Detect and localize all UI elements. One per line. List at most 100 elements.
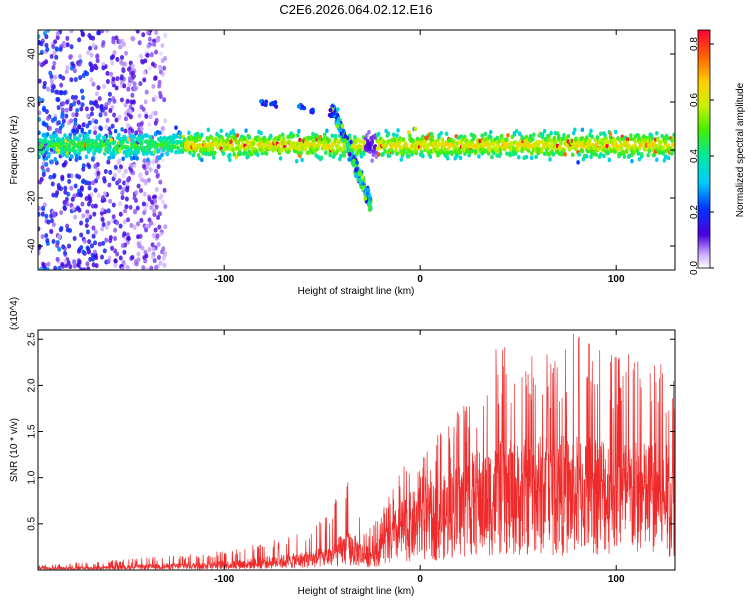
spectrogram-cell (376, 131, 381, 137)
spectrogram-cell (498, 151, 503, 157)
spectrogram-cell (113, 172, 118, 178)
spectrogram-cell (134, 261, 139, 267)
spectrogram-cell (91, 156, 95, 161)
spectrogram-cell (154, 204, 159, 210)
spectrogram-cell (86, 139, 91, 144)
spectrogram-cell (110, 60, 115, 66)
spectrogram-cell (59, 82, 64, 88)
spectrogram-cell (142, 191, 147, 197)
spectrogram-cell (602, 153, 606, 159)
spectrogram-cell (349, 139, 353, 145)
spectrogram-cell (453, 155, 457, 161)
spectrogram-cell (229, 139, 233, 145)
spectrogram-cell (102, 83, 107, 89)
spectrogram-cell (38, 61, 41, 67)
spectrogram-cell (264, 151, 269, 156)
spectrogram-cell (426, 146, 430, 152)
spectrogram-cell (57, 120, 62, 126)
spectrogram-cell (128, 204, 133, 210)
spectrogram-cell (489, 135, 493, 140)
spectrogram-cell (132, 134, 136, 140)
spectrogram-cell (221, 151, 226, 156)
spectrogram-cell (154, 94, 159, 100)
spectrogram-cell (532, 132, 536, 138)
y-tick-label: -40 (27, 238, 38, 253)
spectrogram-cell (473, 148, 478, 154)
colorbar-tick-label: 0.6 (689, 93, 700, 107)
spectrogram-cell (487, 142, 492, 147)
spectrogram-cell (56, 97, 61, 103)
spectrogram-cell (147, 246, 152, 252)
spectrogram-cell (153, 227, 158, 233)
spectrogram-cell (235, 133, 240, 138)
spectrogram-cell (153, 75, 158, 81)
y-tick-label: 2.0 (27, 378, 38, 392)
spectrogram-cell (139, 121, 144, 127)
spectrogram-cell (87, 249, 92, 255)
spectrogram-cell (118, 44, 123, 50)
spectrogram-cell (152, 149, 157, 155)
spectrogram-cell (119, 97, 124, 103)
spectrogram-cell (153, 120, 158, 126)
spectrogram-cell (158, 130, 162, 136)
spectrogram-cell (172, 139, 176, 145)
spectrogram-cell (349, 148, 353, 153)
spectrogram-cell (399, 145, 404, 150)
spectrogram-cell (211, 155, 216, 160)
spectrogram-cell (54, 127, 59, 133)
spectrogram-cell (138, 172, 143, 178)
spectrogram-cell (231, 147, 235, 153)
spectrogram-cell (614, 129, 618, 135)
spectrogram-cell (194, 147, 199, 152)
spectrogram-cell (606, 139, 611, 145)
spectrogram-cell (486, 151, 491, 156)
spectrogram-cell (79, 186, 84, 192)
spectrogram-cell (556, 134, 561, 139)
spectrogram-cell (144, 113, 149, 119)
spectrogram-cell (54, 192, 59, 198)
spectrogram-cell (505, 137, 509, 143)
spectrogram-cell (111, 154, 116, 159)
spectrogram-cell (328, 107, 333, 113)
spectrogram-cell (79, 232, 84, 238)
spectrogram-cell (149, 265, 154, 270)
spectrogram-cells (38, 30, 675, 270)
spectrogram-cell (93, 163, 98, 169)
spectrogram-cell (119, 75, 124, 81)
spectrogram-cell (136, 221, 141, 227)
spectrogram-cell (152, 212, 157, 218)
spectrogram-cell (505, 151, 509, 156)
spectrogram-cell (342, 153, 346, 158)
spectrogram-cell (60, 174, 65, 180)
spectrogram-cell (46, 261, 51, 267)
spectrogram-cell (650, 136, 655, 141)
spectrogram-cell (152, 41, 157, 47)
spectrogram-cell (146, 157, 150, 163)
spectrogram-cell (132, 195, 137, 201)
spectrogram-cell (136, 234, 141, 240)
spectrogram-cell (165, 151, 170, 157)
spectrogram-cell (160, 249, 165, 255)
spectrogram-cell (41, 261, 46, 267)
spectrogram-cell (551, 151, 556, 157)
spectrogram-cell (444, 142, 449, 147)
spectrogram-cell (85, 245, 90, 251)
spectrogram-cell (256, 152, 260, 157)
spectrogram-cell (163, 204, 168, 210)
spectrogram-cell (45, 267, 50, 270)
spectrogram-cell (162, 187, 167, 193)
spectrogram-cell (490, 154, 494, 160)
spectrogram-cell (131, 99, 136, 105)
snr-x-ticks: -100 0 100 (214, 330, 625, 585)
spectrogram-cell (74, 112, 79, 118)
spectrogram-cell (111, 76, 116, 82)
spectrogram-cell (608, 131, 613, 136)
spectrogram-cell (430, 134, 435, 140)
spectrogram-cell (151, 246, 156, 252)
spectrogram-cell (263, 102, 268, 108)
spectrogram-cell (62, 250, 67, 256)
spectrogram-cell (543, 136, 548, 142)
spectrogram-cell (440, 137, 444, 142)
spectrogram-cell (150, 254, 155, 260)
spectrogram-cell (134, 130, 139, 136)
